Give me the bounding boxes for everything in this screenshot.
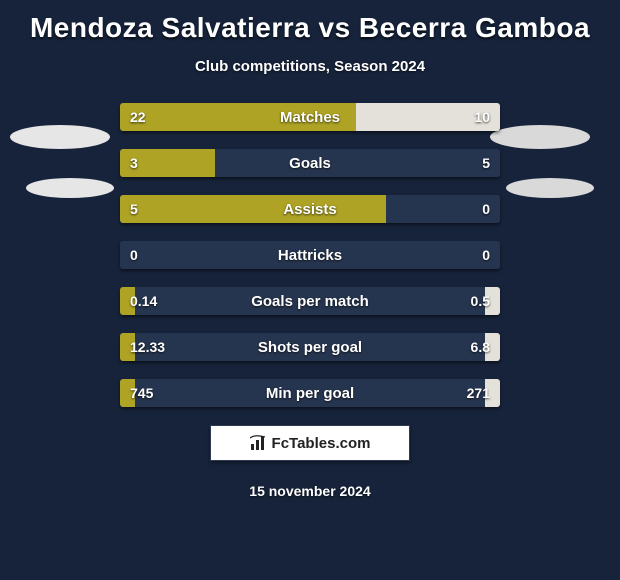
stat-labels: 22 Matches 10 [120,103,500,131]
stat-name: Hattricks [278,247,342,264]
player-left-ellipse-1 [10,125,110,149]
player-left-ellipse-2 [26,178,114,198]
brand-badge: FcTables.com [210,425,410,461]
stat-bars: 22 Matches 10 3 Goals 5 5 Assists 0 0 Hattricks 0 0.… [120,103,500,407]
stat-name: Min per goal [266,385,354,402]
stat-row: 745 Min per goal 271 [120,379,500,407]
stat-labels: 0 Hattricks 0 [120,241,500,269]
stat-name: Shots per goal [258,339,362,356]
stat-left-value: 22 [130,109,146,125]
stat-name: Matches [280,109,340,126]
stat-right-value: 271 [467,385,490,401]
stat-labels: 12.33 Shots per goal 6.8 [120,333,500,361]
stat-row: 22 Matches 10 [120,103,500,131]
stat-left-value: 0 [130,247,138,263]
stat-right-value: 5 [482,155,490,171]
stat-row: 3 Goals 5 [120,149,500,177]
stat-left-value: 745 [130,385,153,401]
stat-labels: 5 Assists 0 [120,195,500,223]
stat-left-value: 12.33 [130,339,165,355]
stat-name: Assists [283,201,336,218]
stat-left-value: 0.14 [130,293,157,309]
stat-right-value: 0.5 [471,293,490,309]
stat-row: 12.33 Shots per goal 6.8 [120,333,500,361]
stat-left-value: 3 [130,155,138,171]
stat-right-value: 6.8 [471,339,490,355]
comparison-stage: 22 Matches 10 3 Goals 5 5 Assists 0 0 Hattricks 0 0.… [0,103,620,499]
stat-right-value: 0 [482,247,490,263]
date-label: 15 november 2024 [0,483,620,499]
stat-name: Goals [289,155,331,172]
stat-row: 0.14 Goals per match 0.5 [120,287,500,315]
stat-name: Goals per match [251,293,369,310]
stat-labels: 3 Goals 5 [120,149,500,177]
stat-left-value: 5 [130,201,138,217]
stat-right-value: 10 [474,109,490,125]
stat-row: 5 Assists 0 [120,195,500,223]
stat-labels: 0.14 Goals per match 0.5 [120,287,500,315]
brand-text: FcTables.com [272,435,371,452]
stat-row: 0 Hattricks 0 [120,241,500,269]
stat-labels: 745 Min per goal 271 [120,379,500,407]
page-subtitle: Club competitions, Season 2024 [0,58,620,75]
player-right-ellipse-2 [506,178,594,198]
page-title: Mendoza Salvatierra vs Becerra Gamboa [0,0,620,44]
bar-chart-icon [250,435,268,451]
player-right-ellipse-1 [490,125,590,149]
stat-right-value: 0 [482,201,490,217]
